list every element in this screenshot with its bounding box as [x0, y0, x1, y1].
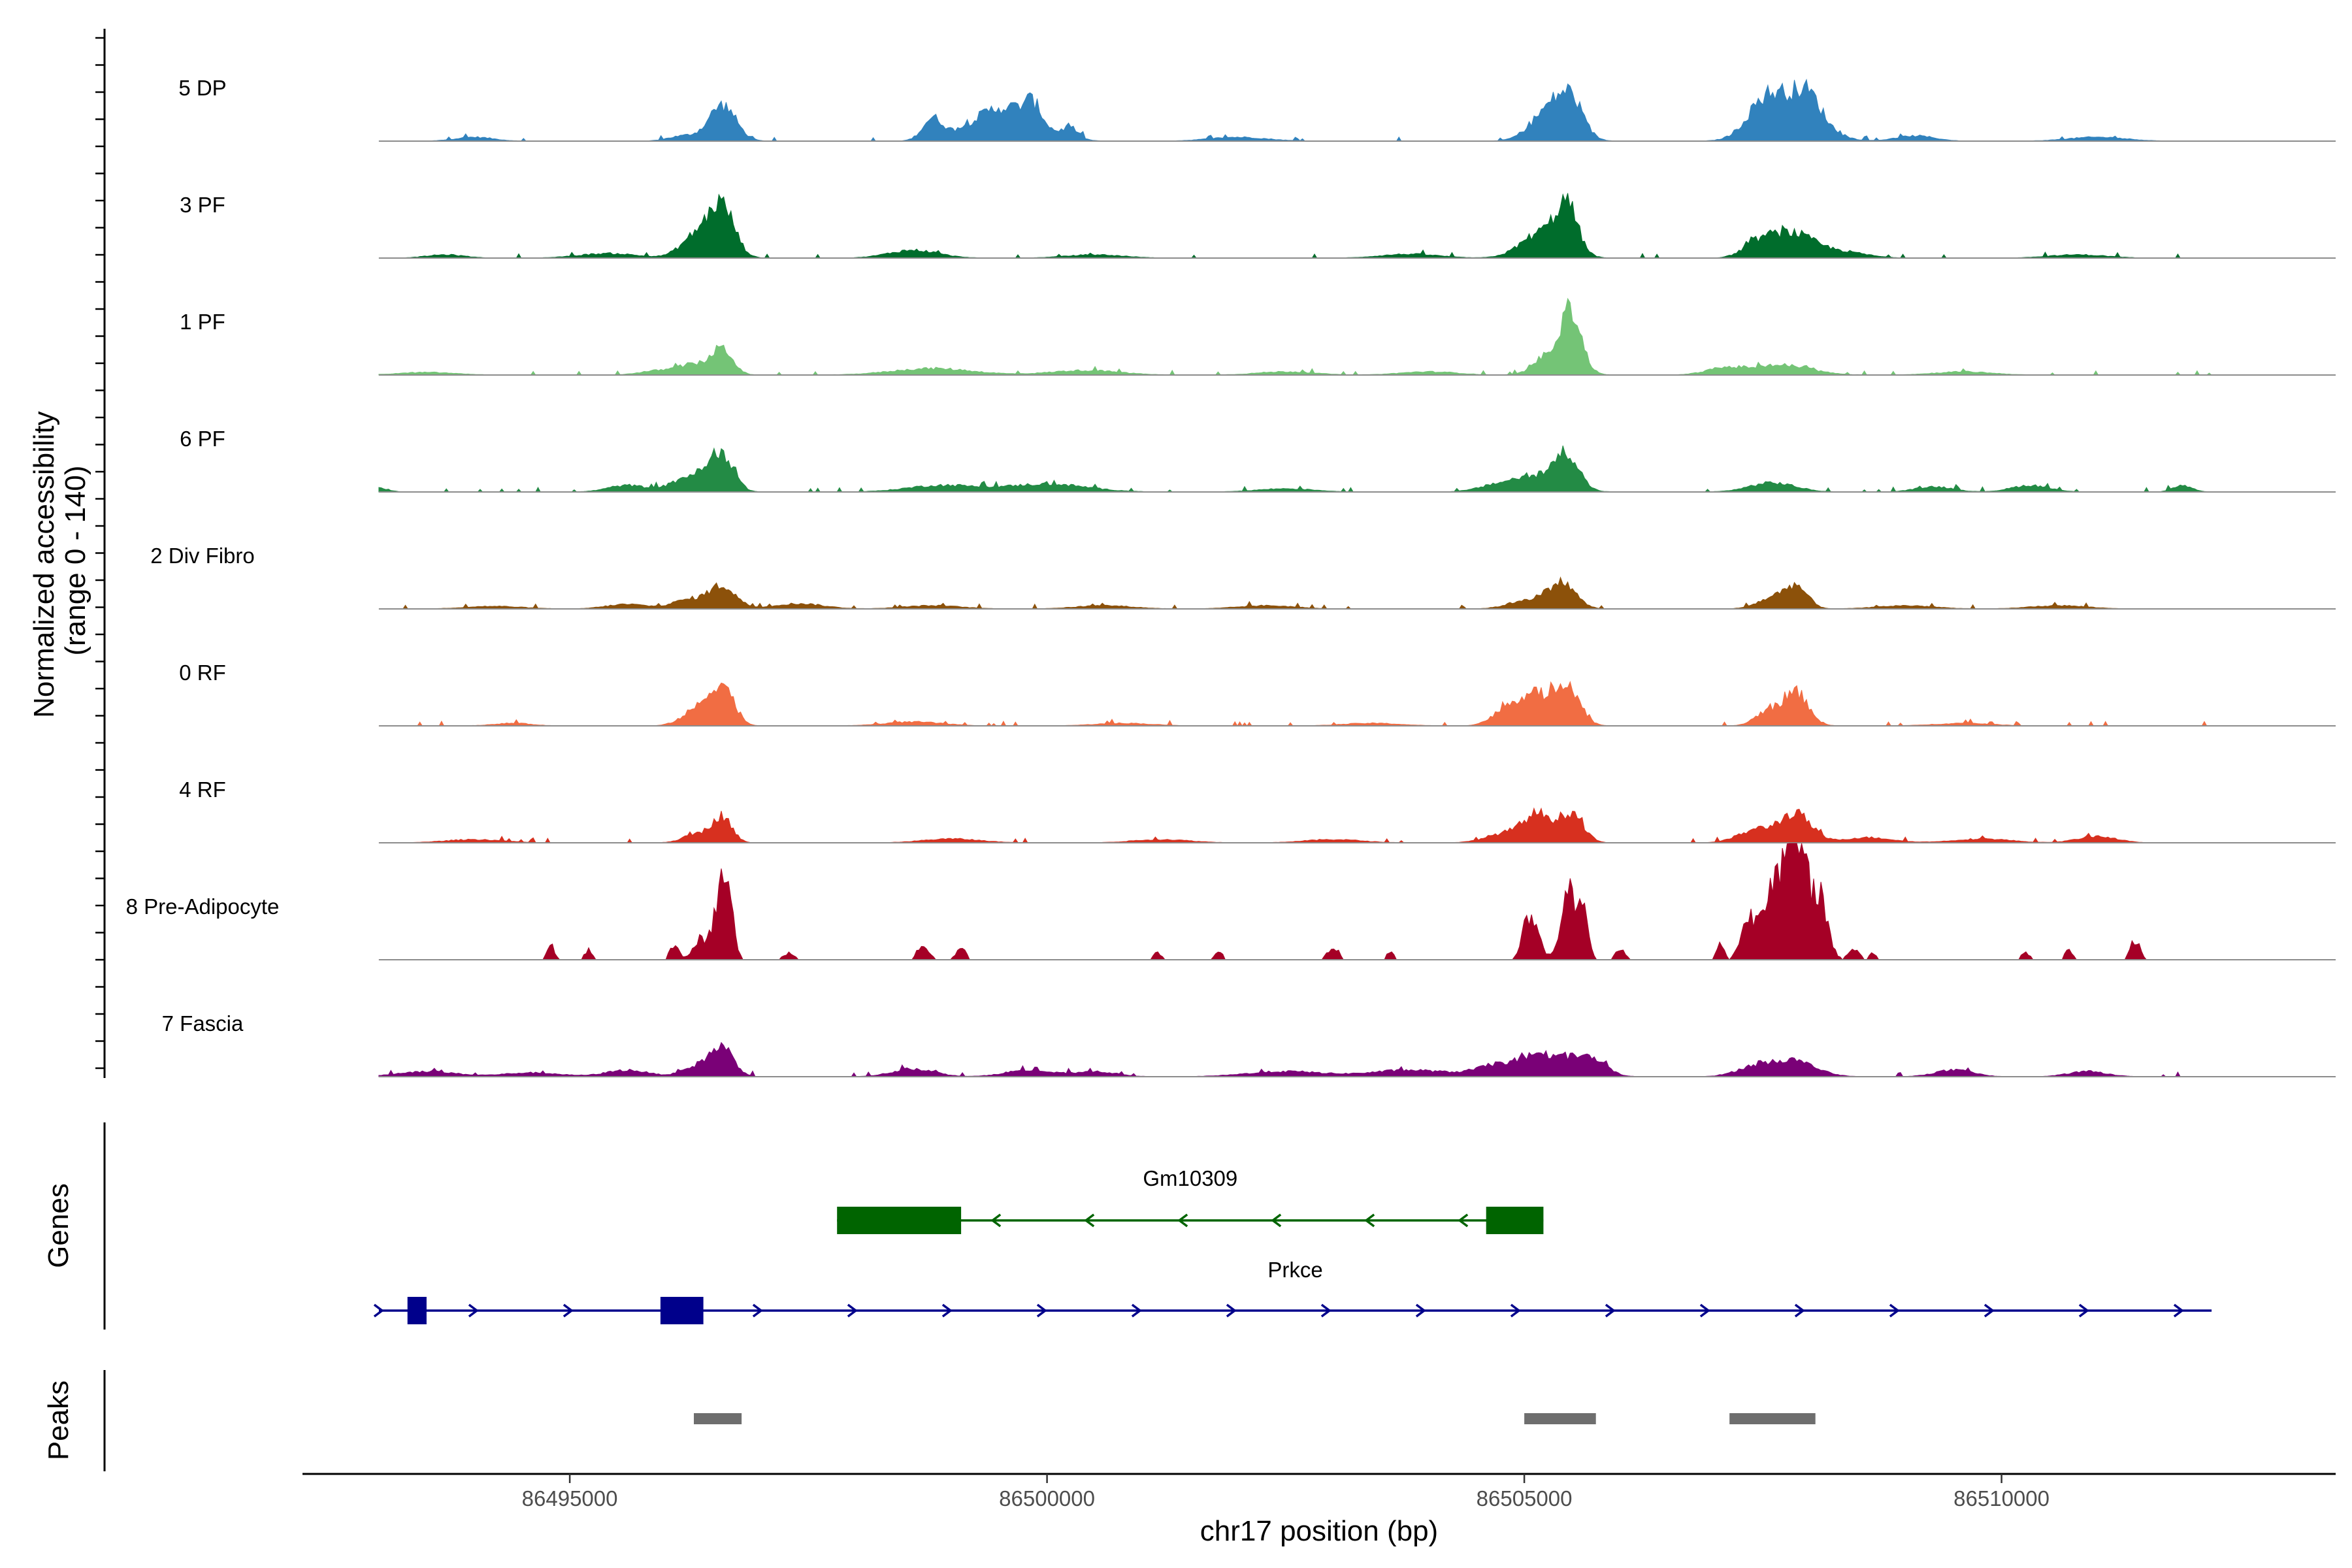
- gene-label: Prkce: [1267, 1258, 1322, 1282]
- gene-label: Gm10309: [1143, 1166, 1237, 1190]
- strand-arrow: [1320, 1303, 1331, 1318]
- x-axis-title: chr17 position (bp): [1200, 1515, 1438, 1547]
- track-label: 6 PF: [180, 427, 225, 451]
- strand-arrow: [990, 1213, 1002, 1228]
- track-4-rf: 4 RF: [179, 777, 2336, 843]
- track-label: 5 DP: [178, 76, 226, 100]
- track-8-pre-adipocyte: 8 Pre-Adipocyte: [126, 843, 2336, 960]
- strand-arrow: [468, 1303, 479, 1318]
- track-label: 3 PF: [180, 193, 225, 217]
- track-1-pf: 1 PF: [180, 297, 2336, 376]
- gene-prkce: Prkce: [373, 1258, 2212, 1324]
- strand-arrow: [1458, 1213, 1469, 1228]
- track-6-pf: 6 PF: [180, 427, 2336, 493]
- strand-arrow: [1226, 1303, 1237, 1318]
- track-label: 8 Pre-Adipocyte: [126, 894, 280, 919]
- track-label: 7 Fascia: [162, 1011, 244, 1036]
- peaks-track: [694, 1413, 1816, 1424]
- peak-region: [1729, 1413, 1816, 1424]
- track-7-fascia: 7 Fascia: [162, 1011, 2336, 1077]
- strand-arrow: [1415, 1303, 1426, 1318]
- x-tick-label: 86500000: [999, 1486, 1095, 1511]
- strand-arrow: [1084, 1213, 1095, 1228]
- strand-arrow: [1605, 1303, 1616, 1318]
- track-0-rf: 0 RF: [179, 661, 2336, 727]
- x-tick-label: 86495000: [522, 1486, 618, 1511]
- peak-region: [1524, 1413, 1596, 1424]
- coverage-area: [378, 445, 2212, 493]
- y-axis-title: Normalized accessibility (range 0 - 140): [28, 403, 91, 718]
- x-tick-label: 86505000: [1477, 1486, 1573, 1511]
- track-label: 1 PF: [180, 310, 225, 334]
- strand-arrow: [1036, 1303, 1047, 1318]
- strand-arrow: [563, 1303, 574, 1318]
- track-2-div-fibro: 2 Div Fibro: [150, 544, 2336, 610]
- strand-arrow: [373, 1303, 384, 1318]
- track-label: 2 Div Fibro: [150, 544, 255, 568]
- strand-arrow: [1699, 1303, 1710, 1318]
- strand-arrow: [2173, 1303, 2184, 1318]
- x-axis-ticks: 86495000 86500000 86505000 86510000: [522, 1474, 2050, 1511]
- strand-arrow: [941, 1303, 953, 1318]
- strand-arrow: [1131, 1303, 1142, 1318]
- strand-arrow: [1364, 1213, 1375, 1228]
- strand-arrow: [1271, 1213, 1282, 1228]
- track-5-dp: 5 DP: [178, 76, 2336, 142]
- strand-arrow: [1984, 1303, 1995, 1318]
- gene-exon: [660, 1297, 704, 1324]
- gene-gm10309: Gm10309: [837, 1166, 1544, 1234]
- gene-exon: [1486, 1207, 1544, 1234]
- peak-region: [694, 1413, 742, 1424]
- coverage-area: [378, 78, 2212, 142]
- strand-arrow: [2078, 1303, 2089, 1318]
- coverage-tracks: 5 DP 3 PF 1 PF 6 PF 2 Div Fibro 0 RF 4 RF 8 Pre…: [126, 76, 2336, 1077]
- gene-exon: [837, 1207, 962, 1234]
- genes-panel-label: Genes: [42, 1183, 74, 1268]
- x-tick-label: 86510000: [1953, 1486, 2050, 1511]
- coverage-y-axis-ticks: [95, 37, 105, 1070]
- strand-arrow: [752, 1303, 763, 1318]
- strand-arrow: [1510, 1303, 1521, 1318]
- gene-exon: [407, 1297, 427, 1324]
- peaks-panel-label: Peaks: [42, 1380, 74, 1460]
- track-3-pf: 3 PF: [180, 193, 2336, 259]
- gene-annotation-track: Gm10309 Prkce: [373, 1166, 2212, 1324]
- coverage-area: [378, 807, 2212, 843]
- track-label: 4 RF: [179, 777, 226, 802]
- track-label: 0 RF: [179, 661, 226, 685]
- strand-arrow: [1794, 1303, 1805, 1318]
- strand-arrow: [1177, 1213, 1188, 1228]
- strand-arrow: [847, 1303, 858, 1318]
- coverage-area: [378, 576, 2212, 610]
- strand-arrow: [1889, 1303, 1900, 1318]
